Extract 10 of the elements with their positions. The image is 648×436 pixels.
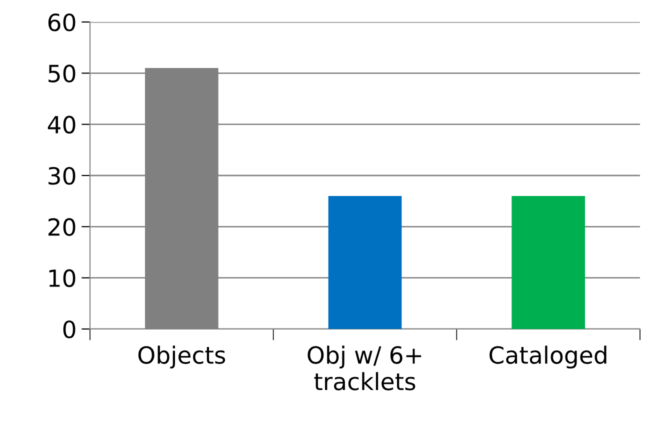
x-tick-label: Cataloged [490, 346, 606, 369]
y-tick-label: 30 [48, 166, 76, 185]
x-tick-label: Objects [138, 346, 226, 369]
y-tick-label: 20 [48, 218, 76, 236]
y-tick-label: 0 [63, 320, 76, 338]
x-tick-label: Obj w/ 6+ tracklets [308, 346, 422, 390]
y-tick-label: 40 [48, 116, 76, 134]
y-tick-label: 50 [48, 64, 76, 82]
y-tick-label: 60 [48, 13, 76, 32]
y-tick-label: 10 [49, 269, 76, 288]
